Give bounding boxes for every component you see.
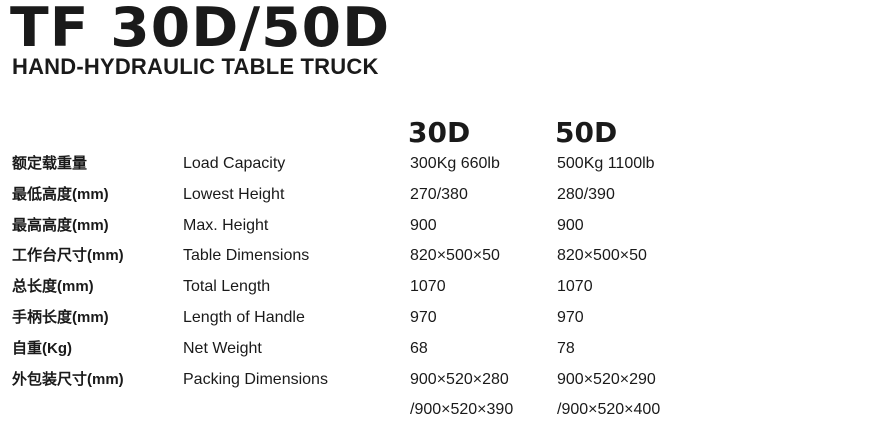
spec-value-30d: /900×520×390 [410,401,514,419]
spec-label-cn: 自重(Kg) [12,339,72,357]
spec-label-en: Lowest Height [183,185,285,203]
spec-row: 最低高度(mm) Lowest Height 270/380 280/390 [0,181,870,209]
spec-value-50d: 500Kg 1100lb [557,155,655,172]
spec-value-30d: 820×500×50 [410,247,500,265]
spec-label-en: Length of Handle [183,309,305,326]
spec-label-cn: 工作台尺寸(mm) [12,247,124,265]
model-header-30d: 30D [408,116,471,149]
spec-label-en: Load Capacity [183,155,286,172]
spec-value-50d: 280/390 [557,185,615,203]
spec-value-50d: 1070 [557,278,593,296]
spec-value-30d: 270/380 [410,185,468,203]
spec-value-30d: 300Kg 660lb [410,155,500,172]
spec-row: 最高高度(mm) Max. Height 900 900 [0,212,870,240]
spec-value-30d: 68 [410,339,428,357]
spec-label-cn: 额定载重量 [12,155,88,172]
spec-row: 自重(Kg) Net Weight 68 78 [0,335,870,363]
page-subtitle: HAND-HYDRAULIC TABLE TRUCK [12,54,379,79]
model-header-50d: 50D [555,116,618,149]
spec-label-en: Packing Dimensions [183,370,328,388]
spec-label-cn: 最高高度(mm) [12,216,109,234]
spec-value-30d: 900×520×280 [410,370,509,388]
spec-value-50d: /900×520×400 [557,401,661,419]
page-title: TF 30D/50D [10,0,391,59]
spec-value-30d: 900 [410,216,437,234]
spec-row: 额定载重量 Load Capacity 300Kg 660lb 500Kg 1100l… [0,150,870,178]
spec-row: 工作台尺寸(mm) Table Dimensions 820×500×50 820×5… [0,242,870,270]
spec-label-cn: 最低高度(mm) [12,185,109,203]
spec-value-50d: 970 [557,309,584,326]
spec-value-30d: 970 [410,309,437,326]
spec-value-50d: 900×520×290 [557,370,656,388]
spec-value-50d: 78 [557,339,575,357]
spec-row: 外包装尺寸(mm) Packing Dimensions 900×520×280 90… [0,366,870,394]
spec-value-50d: 900 [557,216,584,234]
spec-row: 手柄长度(mm) Length of Handle 970 970 [0,304,870,332]
spec-row: /900×520×390/900×520×400 [0,396,870,424]
spec-label-en: Total Length [183,278,271,296]
spec-label-cn: 总长度(mm) [12,278,94,296]
spec-label-en: Max. Height [183,216,269,234]
spec-value-50d: 820×500×50 [557,247,647,265]
spec-row: 总长度(mm) Total Length 1070 1070 [0,273,870,301]
spec-value-30d: 1070 [410,278,446,296]
spec-label-cn: 手柄长度(mm) [12,309,109,326]
spec-label-en: Net Weight [183,339,262,357]
spec-label-en: Table Dimensions [183,247,310,265]
spec-label-cn: 外包装尺寸(mm) [12,370,124,388]
